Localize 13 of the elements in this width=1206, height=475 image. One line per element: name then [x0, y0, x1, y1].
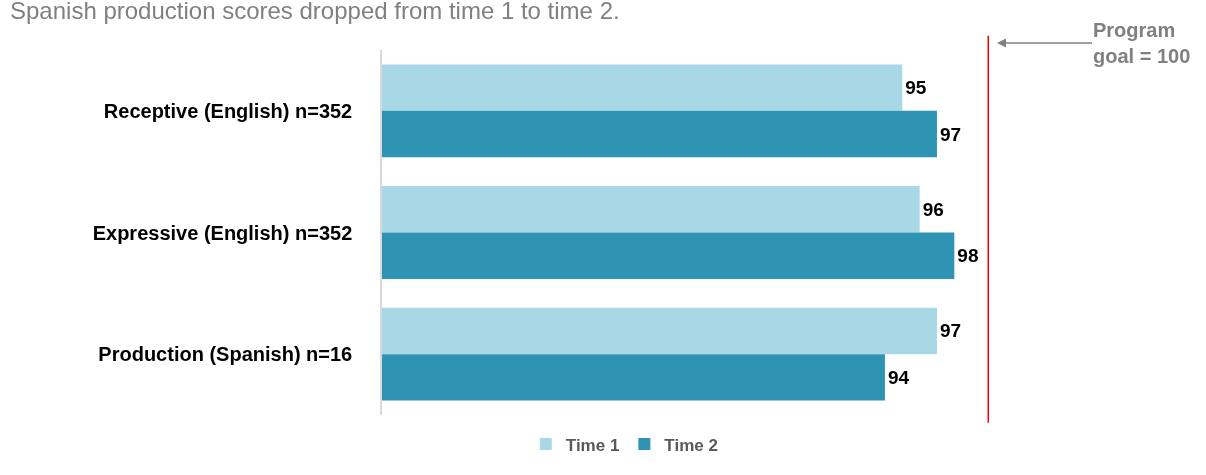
data-label: 97 — [939, 123, 962, 145]
y-tick-label: Receptive (English) n=352 — [103, 99, 353, 122]
y-tick-label: Expressive (English) n=352 — [92, 221, 353, 244]
chart-title: Spanish production scores dropped from time 1 to time 2. — [10, 0, 620, 25]
data-label: 98 — [957, 245, 979, 267]
data-label: 97 — [939, 320, 962, 342]
data-label: 94 — [887, 366, 910, 388]
data-label: 95 — [905, 77, 927, 99]
legend-label: Time 2 — [664, 435, 718, 455]
legend-label: Time 1 — [565, 435, 620, 455]
ref-line-label: Program goal = 100 — [1093, 19, 1191, 67]
data-label: 96 — [922, 198, 944, 220]
y-tick-label: Production (Spanish) n=16 — [98, 343, 353, 366]
